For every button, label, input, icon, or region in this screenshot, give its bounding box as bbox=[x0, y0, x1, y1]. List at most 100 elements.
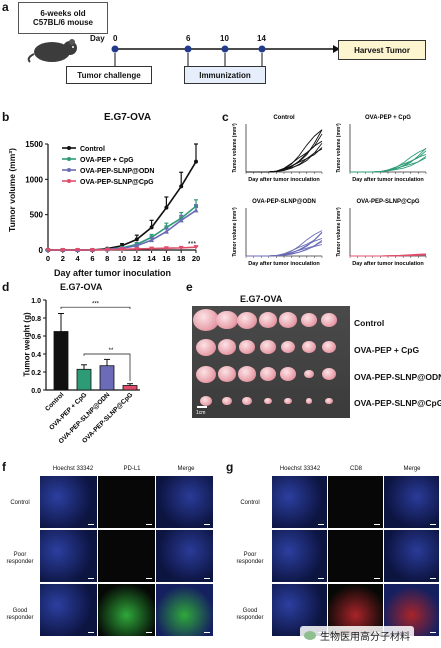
g-row-poor: Poor responder bbox=[236, 552, 264, 565]
panel-g-label: g bbox=[226, 460, 234, 474]
legend-label: OVA-PEP + CpG bbox=[80, 157, 134, 164]
data-point bbox=[178, 217, 184, 223]
data-point bbox=[194, 159, 198, 164]
mini-series-line bbox=[350, 155, 427, 173]
x-tick-label: 20 bbox=[192, 254, 200, 263]
mouse-age-text: 6-weeks old bbox=[40, 9, 86, 18]
legend-label: OVA-PEP-SLNP@ODN bbox=[80, 168, 154, 175]
micrograph-merge bbox=[156, 530, 213, 582]
tumor-sample bbox=[238, 366, 256, 382]
tumor-sample bbox=[215, 310, 238, 330]
data-point bbox=[134, 246, 140, 252]
data-point bbox=[134, 237, 139, 242]
micrograph-merge bbox=[156, 476, 213, 528]
x-tick-label: 12 bbox=[133, 254, 141, 263]
data-point bbox=[193, 245, 199, 250]
tumor-sample bbox=[300, 313, 317, 327]
data-point bbox=[60, 248, 66, 253]
tumor-sample bbox=[193, 308, 219, 332]
x-tick-label: 4 bbox=[76, 254, 81, 263]
data-point bbox=[163, 246, 169, 251]
x-tick-label: 18 bbox=[177, 254, 185, 263]
tumor-sample bbox=[303, 369, 314, 379]
data-point bbox=[134, 243, 140, 248]
chart-d-title: E.G7-OVA bbox=[60, 282, 103, 292]
micrograph-hoechst bbox=[40, 530, 97, 582]
tumor-sample bbox=[237, 311, 257, 329]
legend-marker bbox=[67, 168, 71, 172]
data-point bbox=[179, 184, 184, 189]
mini-series-line bbox=[246, 133, 323, 173]
scale-bar bbox=[204, 523, 210, 525]
f-col-hoechst: Hoechst 33342 bbox=[52, 466, 94, 472]
micrograph-hoechst bbox=[40, 584, 97, 636]
tumor-sample bbox=[305, 398, 312, 404]
panel-c-label: c bbox=[222, 110, 229, 124]
micrograph-merge bbox=[384, 530, 439, 582]
scale-bar bbox=[146, 631, 152, 633]
f-col-pdl1: PD-L1 bbox=[123, 466, 141, 472]
tumor-sample bbox=[258, 312, 277, 328]
x-category-label: Control bbox=[44, 391, 65, 412]
y-tick-label: 500 bbox=[30, 211, 44, 220]
data-point bbox=[164, 205, 169, 210]
sig-label-2: ** bbox=[109, 348, 114, 354]
tumor-sample bbox=[242, 396, 252, 406]
mini-series-line bbox=[246, 142, 323, 173]
legend-marker bbox=[67, 179, 71, 183]
panel-b-label: b bbox=[2, 110, 10, 124]
photo-row-label-cpg: OVA-PEP + CpG bbox=[354, 345, 420, 355]
tumor-sample bbox=[301, 341, 316, 353]
scale-bar bbox=[204, 631, 210, 633]
mini-chart-title: OVA-PEP + CpG bbox=[365, 115, 411, 121]
y-tick-label: 0.8 bbox=[31, 316, 41, 323]
mini-series-line bbox=[246, 231, 323, 257]
chart-b-ylabel: Tumor volume (mm³) bbox=[7, 148, 17, 232]
mini-series-line bbox=[350, 147, 427, 173]
mouse-strain-box: 6-weeks old C57BL/6 mouse bbox=[18, 2, 108, 34]
legend-label: Control bbox=[80, 146, 105, 153]
g-col-cd8: CD8 bbox=[349, 466, 362, 472]
y-tick-label: 0.6 bbox=[31, 334, 41, 341]
scale-bar bbox=[318, 523, 324, 525]
bar-3 bbox=[122, 385, 138, 391]
mouse-strain-text: C57BL/6 mouse bbox=[32, 18, 94, 27]
bar-0 bbox=[53, 331, 69, 391]
mini-series-line bbox=[246, 148, 323, 173]
data-point bbox=[104, 247, 110, 253]
y-tick-label: 0.2 bbox=[31, 370, 41, 377]
sig-bracket-2 bbox=[83, 353, 131, 381]
mini-series-line bbox=[246, 129, 323, 173]
tumor-sample bbox=[279, 312, 297, 328]
tumor-sample bbox=[259, 340, 276, 354]
scale-bar bbox=[146, 577, 152, 579]
y-tick-label: 1.0 bbox=[31, 298, 41, 305]
data-point bbox=[149, 246, 155, 252]
tumor-sample bbox=[196, 338, 216, 356]
bar-1 bbox=[76, 368, 92, 391]
scale-bar bbox=[197, 406, 207, 408]
scale-bar bbox=[374, 577, 380, 579]
mini-series-line bbox=[246, 244, 323, 257]
chart-b-title: E.G7-OVA bbox=[104, 112, 152, 123]
tumor-sample bbox=[322, 341, 336, 353]
x-tick-label: 2 bbox=[61, 254, 65, 263]
day-6: 6 bbox=[186, 34, 191, 43]
mini-xlabel: Day after tumor inoculation bbox=[352, 261, 424, 267]
mini-ylabel: Tumor volume (mm³) bbox=[336, 123, 342, 173]
f-row-good: Good responder bbox=[6, 608, 34, 621]
mini-chart-title: Control bbox=[273, 115, 295, 121]
timeline-axis bbox=[111, 45, 338, 66]
data-point bbox=[149, 237, 155, 243]
harvest-box: Harvest Tumor bbox=[338, 40, 426, 60]
scale-bar bbox=[318, 577, 324, 579]
scale-bar bbox=[374, 523, 380, 525]
g-col-hoechst: Hoechst 33342 bbox=[279, 466, 321, 472]
mini-series-line bbox=[350, 148, 427, 173]
x-tick-label: 0 bbox=[46, 254, 50, 263]
mini-series-line bbox=[350, 150, 427, 173]
tumor-growth-chart: 0 500 1000 1500 0 2 4 6 8 10 12 14 16 18 20 *** Control O… bbox=[25, 140, 200, 263]
mini-ylabel: Tumor volume (mm³) bbox=[232, 207, 238, 257]
tumor-sample bbox=[281, 341, 295, 353]
x-tick-label: 10 bbox=[118, 254, 126, 263]
